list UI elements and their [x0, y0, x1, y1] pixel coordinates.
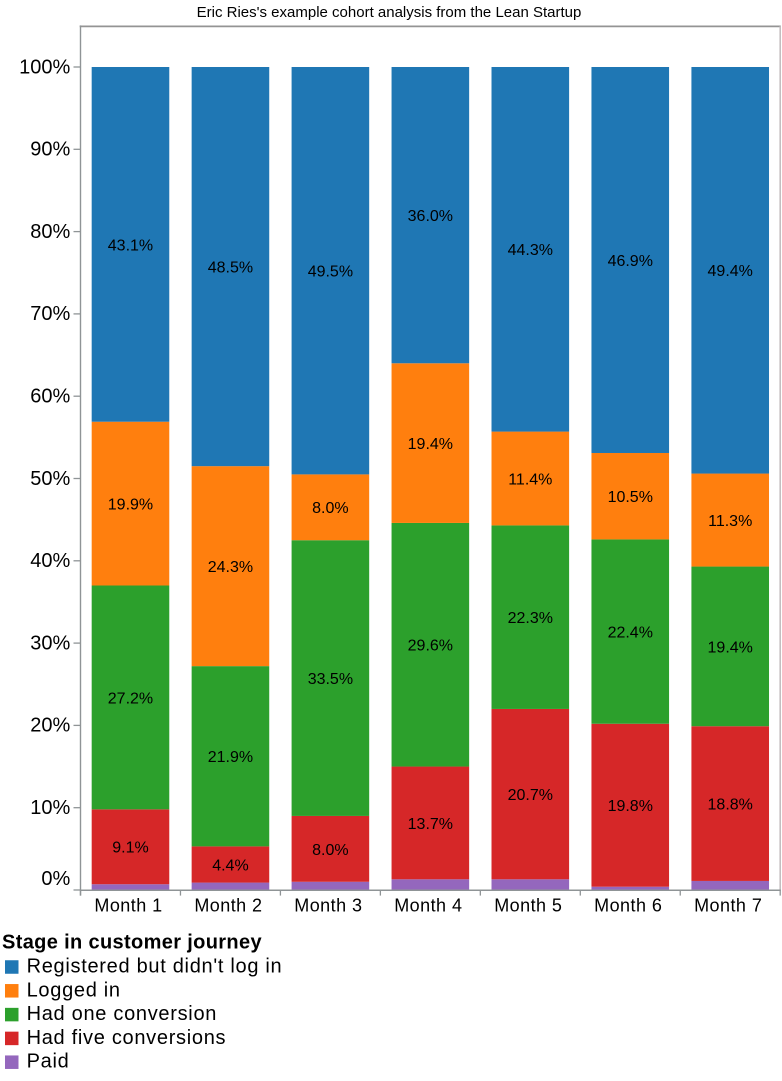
- svg-text:Registered but didn't log in: Registered but didn't log in: [27, 956, 283, 978]
- svg-text:10%: 10%: [30, 797, 70, 819]
- svg-text:Month 6: Month 6: [594, 896, 662, 916]
- svg-text:0%: 0%: [41, 868, 70, 890]
- svg-text:48.5%: 48.5%: [208, 259, 253, 276]
- svg-text:46.9%: 46.9%: [608, 253, 653, 270]
- svg-text:Month 3: Month 3: [294, 896, 362, 916]
- svg-text:43.1%: 43.1%: [108, 237, 153, 254]
- svg-text:19.4%: 19.4%: [408, 436, 453, 453]
- svg-text:8.0%: 8.0%: [312, 842, 348, 859]
- svg-text:Had one conversion: Had one conversion: [27, 1003, 218, 1025]
- svg-text:70%: 70%: [30, 303, 70, 325]
- svg-text:27.2%: 27.2%: [108, 690, 153, 707]
- svg-text:44.3%: 44.3%: [508, 242, 553, 259]
- svg-text:33.5%: 33.5%: [308, 671, 353, 688]
- svg-text:19.4%: 19.4%: [708, 639, 753, 656]
- svg-text:Month 5: Month 5: [494, 896, 562, 916]
- svg-text:Eric Ries's example cohort ana: Eric Ries's example cohort analysis from…: [197, 4, 582, 21]
- svg-text:10.5%: 10.5%: [608, 489, 653, 506]
- svg-text:13.7%: 13.7%: [408, 816, 453, 833]
- svg-text:60%: 60%: [30, 386, 70, 408]
- svg-text:11.3%: 11.3%: [708, 513, 752, 530]
- svg-text:18.8%: 18.8%: [708, 796, 753, 813]
- svg-text:36.0%: 36.0%: [408, 208, 453, 225]
- svg-text:Had five conversions: Had five conversions: [27, 1027, 227, 1049]
- svg-text:Paid: Paid: [27, 1051, 70, 1073]
- svg-text:100%: 100%: [19, 56, 70, 78]
- svg-text:Logged in: Logged in: [27, 979, 121, 1001]
- svg-text:19.9%: 19.9%: [108, 497, 153, 514]
- svg-text:Month 2: Month 2: [194, 896, 262, 916]
- svg-text:20%: 20%: [30, 715, 70, 737]
- svg-text:21.9%: 21.9%: [208, 749, 253, 766]
- svg-text:Stage in customer journey: Stage in customer journey: [2, 932, 262, 954]
- svg-text:19.8%: 19.8%: [608, 798, 653, 815]
- svg-text:40%: 40%: [30, 550, 70, 572]
- svg-text:80%: 80%: [30, 221, 70, 243]
- svg-text:4.4%: 4.4%: [212, 857, 248, 874]
- svg-text:11.4%: 11.4%: [508, 471, 552, 488]
- svg-text:49.5%: 49.5%: [308, 264, 353, 281]
- svg-text:24.3%: 24.3%: [208, 559, 253, 576]
- svg-text:29.6%: 29.6%: [408, 638, 453, 655]
- svg-text:8.0%: 8.0%: [312, 500, 348, 517]
- svg-text:50%: 50%: [30, 468, 70, 490]
- svg-text:22.4%: 22.4%: [608, 624, 653, 641]
- svg-text:20.7%: 20.7%: [508, 787, 553, 804]
- svg-text:9.1%: 9.1%: [112, 840, 148, 857]
- svg-text:Month 4: Month 4: [394, 896, 462, 916]
- svg-text:Month 7: Month 7: [694, 896, 762, 916]
- svg-text:22.3%: 22.3%: [508, 610, 553, 627]
- svg-text:49.4%: 49.4%: [708, 263, 753, 280]
- svg-text:90%: 90%: [30, 139, 70, 161]
- svg-text:30%: 30%: [30, 632, 70, 654]
- svg-text:Month 1: Month 1: [94, 896, 162, 916]
